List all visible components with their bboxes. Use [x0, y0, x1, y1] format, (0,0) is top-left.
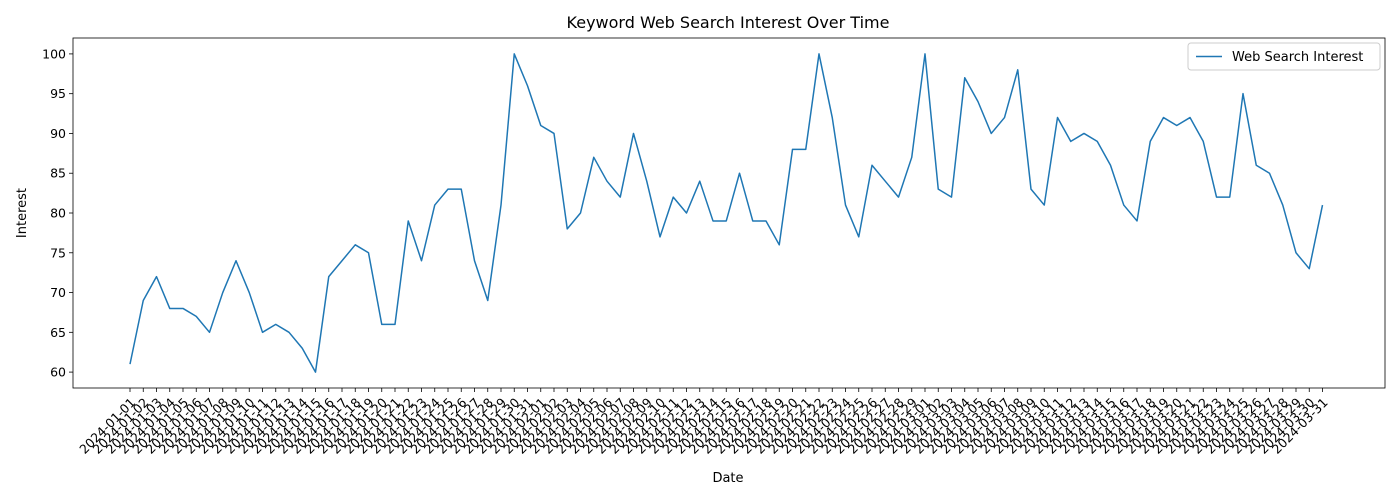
- y-tick-label: 100: [42, 46, 66, 61]
- y-tick-label: 90: [50, 126, 66, 141]
- chart-title: Keyword Web Search Interest Over Time: [567, 13, 890, 32]
- series-line: [129, 53, 1324, 373]
- y-tick-label: 70: [50, 285, 66, 300]
- y-tick-label: 65: [50, 325, 66, 340]
- y-tick-label: 80: [50, 206, 66, 221]
- legend-frame: [1187, 42, 1381, 71]
- x-axis-label: Date: [712, 471, 743, 486]
- legend-label: Web Search Interest: [1232, 50, 1363, 65]
- y-tick-label: 60: [50, 365, 66, 380]
- y-tick-label: 95: [50, 86, 66, 101]
- legend: Web Search Interest: [1187, 42, 1381, 71]
- axes-frame: [72, 37, 1386, 389]
- y-axis-label: Interest: [15, 188, 30, 238]
- y-tick-label: 75: [50, 245, 66, 260]
- y-tick-label: 85: [50, 166, 66, 181]
- plot-area: 60657075808590951002024-01-012024-01-022…: [42, 37, 1386, 457]
